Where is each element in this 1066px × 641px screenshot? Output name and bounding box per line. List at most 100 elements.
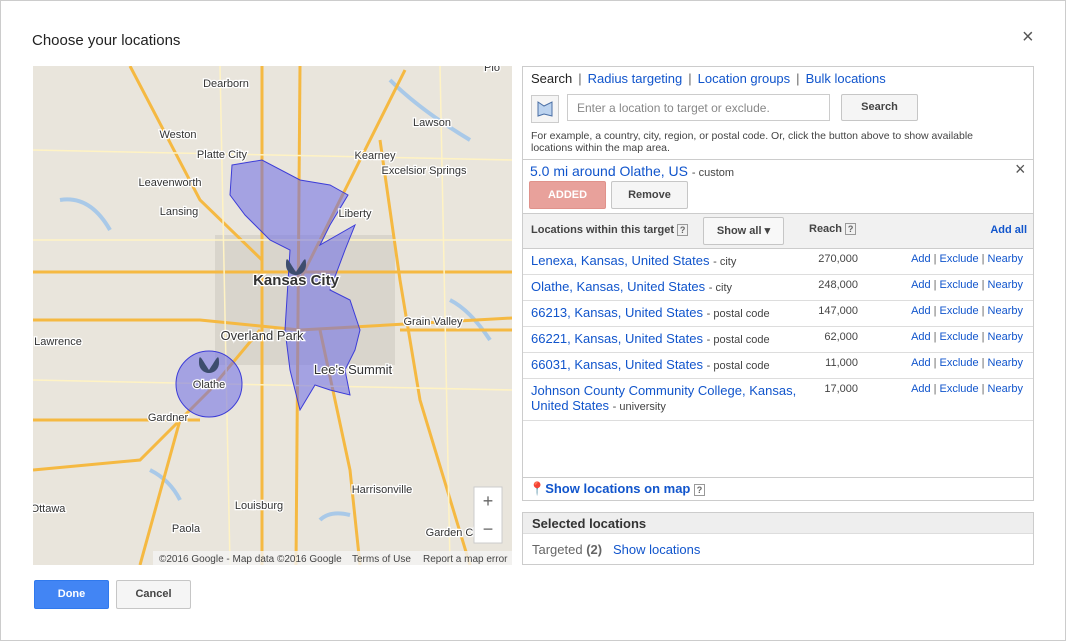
search-input[interactable]: Enter a location to target or exclude. <box>567 94 830 121</box>
map-label: Lee's Summit <box>314 362 393 377</box>
location-type: - postal code <box>706 308 770 320</box>
row-action[interactable]: Exclude <box>939 383 979 395</box>
row-action[interactable]: Exclude <box>939 305 979 317</box>
map-label: Leavenworth <box>139 177 202 189</box>
map-label: Overland Park <box>220 328 304 343</box>
zoom-out[interactable]: − <box>483 519 494 539</box>
cancel-button[interactable]: Cancel <box>116 580 191 609</box>
remove-target-x[interactable]: × <box>1015 159 1026 179</box>
filter-dropdown[interactable]: Show all ▾ <box>703 217 784 245</box>
location-type: - postal code <box>706 334 770 346</box>
reach-value: 147,000 <box>818 305 858 317</box>
location-cell: Lenexa, Kansas, United States - city <box>531 253 806 270</box>
zoom-in[interactable]: + <box>483 491 494 511</box>
terms-link[interactable]: Terms of Use <box>352 554 411 565</box>
search-hint: For example, a country, city, region, or… <box>531 130 974 154</box>
map-label: Dearborn <box>203 78 249 90</box>
row-action[interactable]: Nearby <box>987 253 1023 265</box>
row-action[interactable]: Add <box>911 357 931 369</box>
reach-value: 17,000 <box>824 383 858 395</box>
map-label: Lansing <box>160 206 199 218</box>
row-actions: Add | Exclude | Nearby <box>911 279 1023 291</box>
done-button[interactable]: Done <box>34 580 109 609</box>
map-label: Garden City <box>426 527 485 539</box>
tab[interactable]: Bulk locations <box>805 71 886 86</box>
location-name[interactable]: 66213, Kansas, United States <box>531 305 704 320</box>
reach-value: 62,000 <box>824 331 858 343</box>
action-separator: | <box>933 253 937 265</box>
location-row: Lenexa, Kansas, United States - city 270,… <box>523 248 1033 275</box>
row-action[interactable]: Nearby <box>987 383 1023 395</box>
map-label: Liberty <box>338 208 372 220</box>
reach-value: 270,000 <box>818 253 858 265</box>
tab[interactable]: Location groups <box>697 71 791 86</box>
location-row: 66213, Kansas, United States - postal co… <box>523 300 1033 327</box>
action-separator: | <box>933 383 937 395</box>
location-name[interactable]: 66221, Kansas, United States <box>531 331 704 346</box>
map-label: Olathe <box>193 379 225 391</box>
tab-separator: | <box>688 71 692 86</box>
search-button[interactable]: Search <box>841 94 918 121</box>
selected-title: Selected locations <box>532 516 647 531</box>
close-button[interactable]: × <box>1022 26 1034 48</box>
location-type: - city <box>713 256 737 268</box>
show-on-map-link[interactable]: Show locations on map <box>545 481 691 496</box>
row-actions: Add | Exclude | Nearby <box>911 357 1023 369</box>
row-action[interactable]: Nearby <box>987 331 1023 343</box>
tab[interactable]: Radius targeting <box>587 71 683 86</box>
reach-header: Reach <box>809 223 843 235</box>
row-action[interactable]: Nearby <box>987 305 1023 317</box>
target-tag: - custom <box>691 167 735 179</box>
row-action[interactable]: Add <box>911 331 931 343</box>
target-name[interactable]: 5.0 mi around Olathe, US <box>530 163 688 179</box>
map-label: Lawrence <box>34 336 82 348</box>
action-separator: | <box>933 357 937 369</box>
row-actions: Add | Exclude | Nearby <box>911 331 1023 343</box>
action-separator: | <box>981 357 985 369</box>
map-area-button[interactable] <box>531 95 559 123</box>
map-label: Ottawa <box>33 503 66 515</box>
action-separator: | <box>981 331 985 343</box>
location-cell: Johnson County Community College, Kansas… <box>531 383 806 415</box>
row-action[interactable]: Nearby <box>987 279 1023 291</box>
row-action[interactable]: Add <box>911 279 931 291</box>
tab[interactable]: Search <box>531 71 573 86</box>
targeted-count: (2) <box>586 542 603 557</box>
row-action[interactable]: Exclude <box>939 279 979 291</box>
report-link[interactable]: Report a map error <box>423 554 508 565</box>
zoom-control <box>473 486 503 544</box>
map-label: Weston <box>159 129 196 141</box>
location-name[interactable]: Olathe, Kansas, United States <box>531 279 706 294</box>
location-type: - city <box>708 282 733 294</box>
location-row: Johnson County Community College, Kansas… <box>523 378 1033 421</box>
row-action[interactable]: Add <box>911 305 931 317</box>
reach-value: 11,000 <box>825 357 858 369</box>
row-action[interactable]: Nearby <box>987 357 1023 369</box>
row-action[interactable]: Exclude <box>939 253 979 265</box>
row-action[interactable]: Add <box>911 253 931 265</box>
help-icon[interactable]: ? <box>677 224 689 236</box>
dialog-title: Choose your locations <box>32 32 181 49</box>
location-name[interactable]: Lenexa, Kansas, United States <box>531 253 710 268</box>
row-action[interactable]: Exclude <box>939 357 979 369</box>
location-type: - postal code <box>706 360 770 372</box>
map-label: Kansas City <box>253 272 340 289</box>
row-action[interactable]: Add <box>911 383 931 395</box>
location-cell: 66221, Kansas, United States - postal co… <box>531 331 806 348</box>
add-all-link[interactable]: Add all <box>990 224 1027 236</box>
location-cell: 66213, Kansas, United States - postal co… <box>531 305 806 322</box>
map-label: Paola <box>172 523 201 535</box>
location-name[interactable]: Johnson County Community College, Kansas… <box>531 383 797 413</box>
header-label: Locations within this target <box>531 224 675 236</box>
map-drawing <box>33 66 512 565</box>
help-icon[interactable]: ? <box>694 484 705 496</box>
location-name[interactable]: 66031, Kansas, United States <box>531 357 704 372</box>
help-icon[interactable]: ? <box>845 223 857 235</box>
row-action[interactable]: Exclude <box>939 331 979 343</box>
map-label: Kearney <box>355 150 396 162</box>
map-label: Platte City <box>197 149 248 161</box>
show-locations-link[interactable]: Show locations <box>612 542 701 557</box>
remove-button[interactable]: Remove <box>611 181 688 209</box>
